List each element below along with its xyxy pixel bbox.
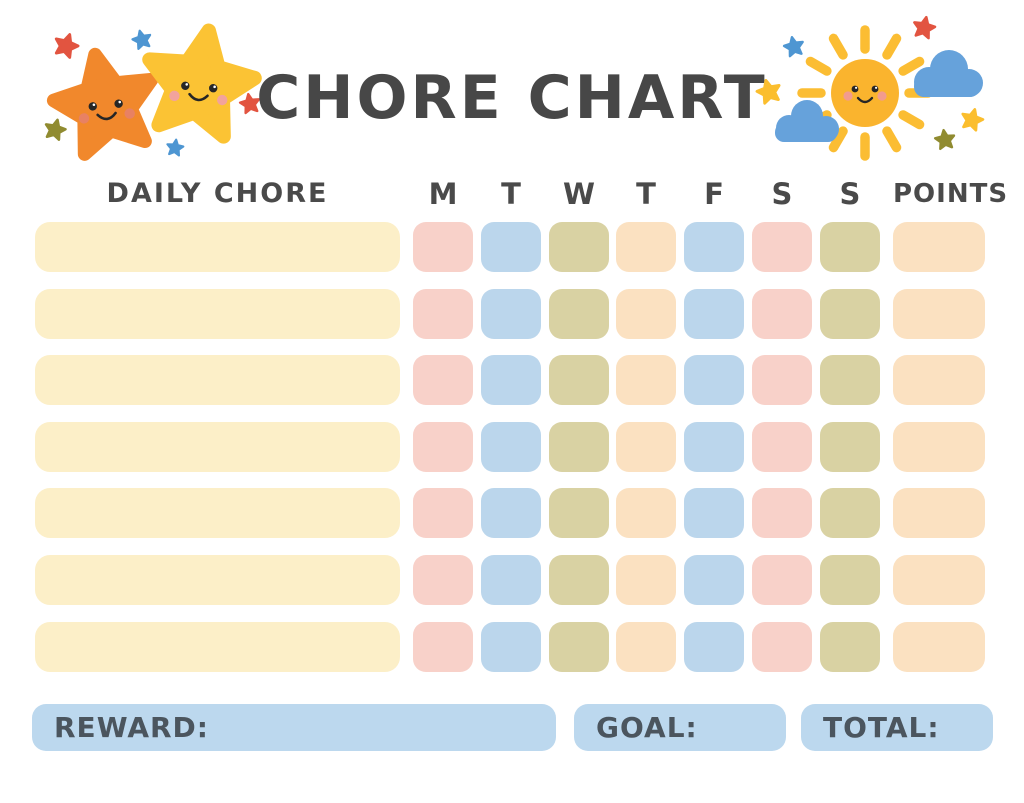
day-header-5-F: F: [704, 177, 724, 211]
chore-name-field-row-7[interactable]: [35, 622, 400, 672]
day-cell-row3-T4[interactable]: [616, 355, 676, 405]
day-cell-row5-S7[interactable]: [820, 488, 880, 538]
chore-name-field-row-4[interactable]: [35, 422, 400, 472]
day-header-1-M: M: [428, 177, 458, 211]
total-label: TOTAL:: [823, 711, 940, 744]
day-header-4-T: T: [636, 177, 656, 211]
total-field[interactable]: TOTAL:: [801, 704, 993, 751]
daily-chore-header: DAILY CHORE: [106, 178, 329, 209]
day-cell-row6-W3[interactable]: [549, 555, 609, 605]
day-cell-row4-W3[interactable]: [549, 422, 609, 472]
chore-name-field-row-5[interactable]: [35, 488, 400, 538]
day-header-2-T: T: [501, 177, 521, 211]
chore-row-3: [0, 355, 1024, 405]
chore-name-field-row-6[interactable]: [35, 555, 400, 605]
day-cell-row2-S6[interactable]: [752, 289, 812, 339]
day-cell-row6-M1[interactable]: [413, 555, 473, 605]
day-cell-row3-T2[interactable]: [481, 355, 541, 405]
day-cell-row2-F5[interactable]: [684, 289, 744, 339]
points-field-row-4[interactable]: [893, 422, 985, 472]
chore-name-field-row-2[interactable]: [35, 289, 400, 339]
day-cell-row6-F5[interactable]: [684, 555, 744, 605]
day-cell-row7-W3[interactable]: [549, 622, 609, 672]
sun-clouds-illustration: [753, 13, 987, 161]
chore-row-4: [0, 422, 1024, 472]
day-cell-row1-W3[interactable]: [549, 222, 609, 272]
day-cell-row2-M1[interactable]: [413, 289, 473, 339]
chore-name-field-row-3[interactable]: [35, 355, 400, 405]
day-cell-row1-M1[interactable]: [413, 222, 473, 272]
day-cell-row2-W3[interactable]: [549, 289, 609, 339]
day-cell-row7-T4[interactable]: [616, 622, 676, 672]
day-cell-row3-M1[interactable]: [413, 355, 473, 405]
day-cell-row6-S6[interactable]: [752, 555, 812, 605]
day-cell-row1-T2[interactable]: [481, 222, 541, 272]
points-field-row-3[interactable]: [893, 355, 985, 405]
day-cell-row7-F5[interactable]: [684, 622, 744, 672]
points-field-row-7[interactable]: [893, 622, 985, 672]
day-cell-row4-S6[interactable]: [752, 422, 812, 472]
points-field-row-5[interactable]: [893, 488, 985, 538]
day-cell-row1-F5[interactable]: [684, 222, 744, 272]
reward-label: REWARD:: [54, 711, 209, 744]
day-cell-row7-M1[interactable]: [413, 622, 473, 672]
day-cell-row5-T4[interactable]: [616, 488, 676, 538]
day-cell-row4-T4[interactable]: [616, 422, 676, 472]
chore-row-2: [0, 289, 1024, 339]
page-title: CHORE CHART: [256, 63, 768, 133]
points-field-row-6[interactable]: [893, 555, 985, 605]
day-cell-row2-T4[interactable]: [616, 289, 676, 339]
day-cell-row6-T4[interactable]: [616, 555, 676, 605]
day-cell-row3-W3[interactable]: [549, 355, 609, 405]
day-cell-row3-S6[interactable]: [752, 355, 812, 405]
stars-illustration: [36, 20, 270, 172]
day-header-6-S: S: [771, 177, 793, 211]
day-cell-row1-T4[interactable]: [616, 222, 676, 272]
goal-field[interactable]: GOAL:: [574, 704, 786, 751]
day-cell-row4-M1[interactable]: [413, 422, 473, 472]
day-cell-row6-T2[interactable]: [481, 555, 541, 605]
day-header-7-S: S: [839, 177, 861, 211]
goal-label: GOAL:: [596, 711, 698, 744]
day-cell-row1-S7[interactable]: [820, 222, 880, 272]
day-cell-row5-W3[interactable]: [549, 488, 609, 538]
day-cell-row2-T2[interactable]: [481, 289, 541, 339]
day-cell-row2-S7[interactable]: [820, 289, 880, 339]
chore-row-5: [0, 488, 1024, 538]
day-cell-row5-F5[interactable]: [684, 488, 744, 538]
day-cell-row5-T2[interactable]: [481, 488, 541, 538]
cloud-left-icon: [775, 100, 839, 142]
day-cell-row3-S7[interactable]: [820, 355, 880, 405]
points-field-row-2[interactable]: [893, 289, 985, 339]
day-cell-row5-M1[interactable]: [413, 488, 473, 538]
reward-field[interactable]: REWARD:: [32, 704, 556, 751]
day-cell-row7-T2[interactable]: [481, 622, 541, 672]
day-cell-row4-S7[interactable]: [820, 422, 880, 472]
day-cell-row7-S7[interactable]: [820, 622, 880, 672]
orange-star-icon: [46, 44, 164, 158]
chore-row-6: [0, 555, 1024, 605]
day-cell-row7-S6[interactable]: [752, 622, 812, 672]
chore-row-1: [0, 222, 1024, 272]
day-cell-row3-F5[interactable]: [684, 355, 744, 405]
chore-row-7: [0, 622, 1024, 672]
day-cell-row1-S6[interactable]: [752, 222, 812, 272]
day-cell-row4-F5[interactable]: [684, 422, 744, 472]
day-cell-row6-S7[interactable]: [820, 555, 880, 605]
day-cell-row4-T2[interactable]: [481, 422, 541, 472]
day-header-3-W: W: [563, 177, 595, 211]
points-field-row-1[interactable]: [893, 222, 985, 272]
chore-name-field-row-1[interactable]: [35, 222, 400, 272]
yellow-star-icon: [139, 22, 262, 140]
cloud-right-icon: [914, 50, 983, 97]
day-cell-row5-S6[interactable]: [752, 488, 812, 538]
